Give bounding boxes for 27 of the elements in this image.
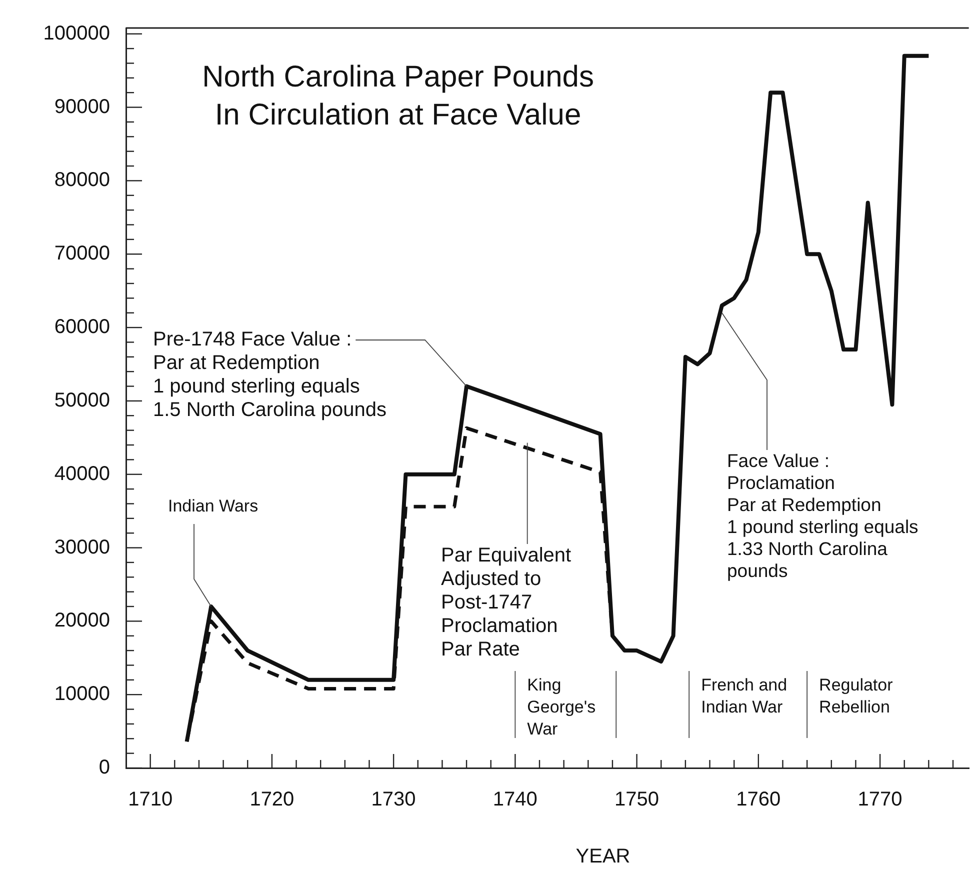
x-tick-label: 1770 <box>858 788 902 811</box>
ref-line-label: French and Indian War <box>701 676 788 717</box>
y-tick-label: 50000 <box>54 389 110 412</box>
annotation: Face Value : Proclamation Par at Redemption 1 pound sterling equals 1.33 North Carolina pounds <box>727 450 918 582</box>
x-tick-label: 1760 <box>736 788 781 811</box>
y-tick-label: 0 <box>98 756 110 779</box>
y-tick-label: 80000 <box>54 169 110 192</box>
y-tick-label: 70000 <box>54 242 110 265</box>
y-tick-label: 30000 <box>54 536 110 558</box>
x-tick-label: 1750 <box>614 788 660 811</box>
x-tick-label: 1710 <box>128 788 173 811</box>
y-tick-label: 20000 <box>54 610 110 632</box>
y-tick-label: 40000 <box>54 462 110 485</box>
y-tick-label: 90000 <box>54 96 110 118</box>
annotation: Indian Wars <box>168 496 258 516</box>
x-tick-label: 1740 <box>492 788 538 811</box>
y-tick-label: 10000 <box>54 683 110 706</box>
x-axis-title: YEAR <box>576 846 630 868</box>
x-tick-label: 1720 <box>250 788 294 811</box>
y-tick-label: 60000 <box>54 316 110 338</box>
y-tick-label: 100000 <box>43 22 110 44</box>
annotation: Par Equivalent Adjusted to Post-1747 Proclamation Par Rate <box>441 544 572 661</box>
x-tick-label: 1730 <box>371 788 416 811</box>
ref-line-label: King George's War <box>527 676 596 739</box>
annotation: Pre-1748 Face Value : Par at Redemption 1 pound sterling equals 1.5 North Carolina pounds <box>153 328 386 422</box>
ref-line-label: Regulator Rebellion <box>819 676 894 717</box>
text: North Carolina Paper Pounds In Circulation at Face Value <box>202 60 594 132</box>
